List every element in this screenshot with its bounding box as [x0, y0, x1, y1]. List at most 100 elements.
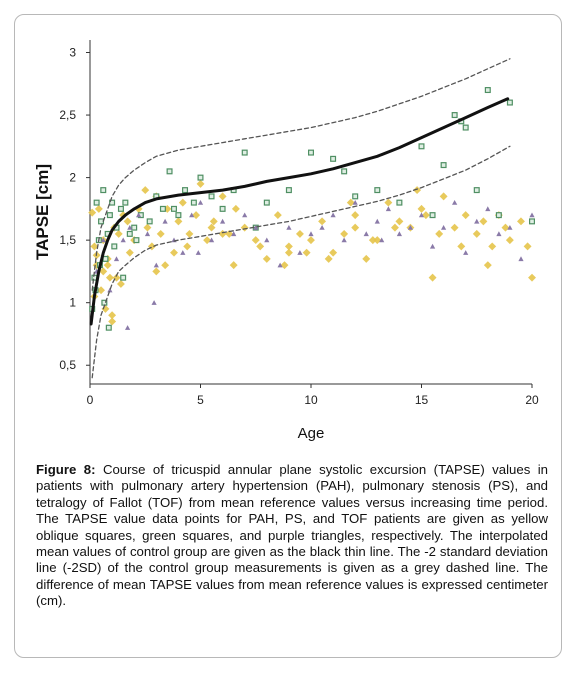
- ps-point: [528, 218, 535, 225]
- y-tick-label: 1: [69, 296, 76, 310]
- data-marks: [88, 87, 536, 331]
- tof-point: [429, 243, 436, 249]
- ps-point: [219, 205, 226, 212]
- tof-point: [474, 218, 480, 224]
- ps-point: [418, 143, 425, 150]
- tof-point: [374, 218, 380, 224]
- pah-point: [123, 217, 132, 226]
- ps-point: [131, 224, 138, 231]
- pah-point: [218, 229, 227, 238]
- tof-point: [144, 231, 151, 237]
- tof-point: [264, 237, 270, 243]
- tof-point: [319, 225, 325, 230]
- pah-point: [229, 261, 238, 270]
- pah-point: [90, 242, 99, 251]
- tof-point: [330, 212, 336, 218]
- pah-point: [421, 211, 430, 220]
- pah-point: [174, 217, 183, 226]
- tof-point: [180, 250, 186, 255]
- pah-point: [483, 261, 492, 270]
- tof-point: [507, 225, 513, 230]
- tof-point: [189, 212, 195, 218]
- pah-point: [435, 229, 444, 238]
- pah-point: [185, 229, 194, 238]
- ps-point: [473, 187, 480, 194]
- x-tick-label: 10: [304, 393, 318, 407]
- pah-point: [170, 248, 178, 257]
- y-tick-label: 2,5: [59, 108, 76, 122]
- pah-point: [141, 186, 150, 195]
- pah-point: [391, 223, 399, 232]
- ps-point: [330, 155, 337, 162]
- pah-point: [207, 223, 216, 232]
- ps-point: [263, 199, 270, 206]
- figure-frame: [14, 14, 562, 658]
- ps-point: [102, 255, 109, 262]
- pah-point: [203, 236, 212, 245]
- pah-point: [413, 186, 422, 195]
- pah-point: [368, 236, 377, 245]
- pah-point: [88, 208, 97, 217]
- pah-point: [284, 248, 293, 257]
- figure-caption: Figure 8: Course of tricuspid annular pl…: [36, 462, 548, 610]
- pah-point: [461, 211, 470, 220]
- ps-point: [105, 324, 112, 331]
- tof-point: [407, 225, 414, 230]
- ps-point: [175, 212, 182, 219]
- tof-point: [418, 212, 425, 218]
- pah-point: [472, 229, 481, 238]
- pah-point: [395, 217, 404, 226]
- tof-point: [197, 200, 204, 205]
- tof-point: [341, 237, 347, 243]
- pah-point: [439, 192, 448, 201]
- tof-point: [441, 225, 447, 230]
- pah-point: [284, 242, 293, 251]
- figure-caption-text: Course of tricuspid annular plane systol…: [36, 462, 549, 609]
- pah-point: [351, 223, 360, 232]
- ps-point: [308, 149, 315, 156]
- y-tick-label: 3: [69, 46, 76, 60]
- tof-point: [308, 231, 314, 237]
- pah-point: [450, 223, 459, 232]
- tof-point: [220, 218, 226, 224]
- ps-point: [440, 162, 447, 169]
- pah-point: [528, 273, 536, 282]
- ps-point: [166, 168, 173, 175]
- pah-point: [362, 254, 371, 263]
- tof-point: [120, 237, 126, 243]
- tof-point: [107, 287, 113, 293]
- ps-point: [241, 149, 248, 156]
- tof-point: [518, 256, 524, 262]
- ps-point: [429, 212, 436, 219]
- ps-point: [106, 212, 113, 219]
- tof-point: [286, 225, 292, 230]
- pah-point: [324, 254, 333, 263]
- ps-point: [396, 199, 403, 206]
- pah-point: [517, 217, 525, 226]
- ps-point: [133, 237, 140, 244]
- tof-point: [209, 237, 215, 243]
- x-tick-label: 0: [87, 393, 94, 407]
- tof-point: [125, 325, 131, 330]
- tick-group: 0 5 10 15 20 0,5 1 1,5 2 2,5 3: [59, 46, 539, 407]
- pah-point: [340, 229, 349, 238]
- ps-point: [120, 274, 127, 281]
- ps-point: [352, 193, 359, 200]
- pah-point: [318, 217, 327, 226]
- pah-point: [346, 198, 355, 207]
- mean-line: [89, 97, 510, 326]
- upper_sd-line: [91, 58, 511, 291]
- tof-point: [162, 218, 168, 224]
- pah-point: [295, 229, 304, 238]
- pah-point: [302, 248, 311, 257]
- pah-point: [307, 236, 315, 245]
- y-tick-label: 0,5: [59, 358, 76, 372]
- ps-point: [111, 243, 118, 250]
- ps-point: [506, 99, 513, 106]
- pah-point: [505, 236, 514, 245]
- pah-point: [351, 211, 360, 220]
- ps-point: [341, 168, 348, 175]
- ps-point: [146, 218, 153, 225]
- pah-point: [209, 217, 218, 226]
- pah-point: [240, 223, 249, 232]
